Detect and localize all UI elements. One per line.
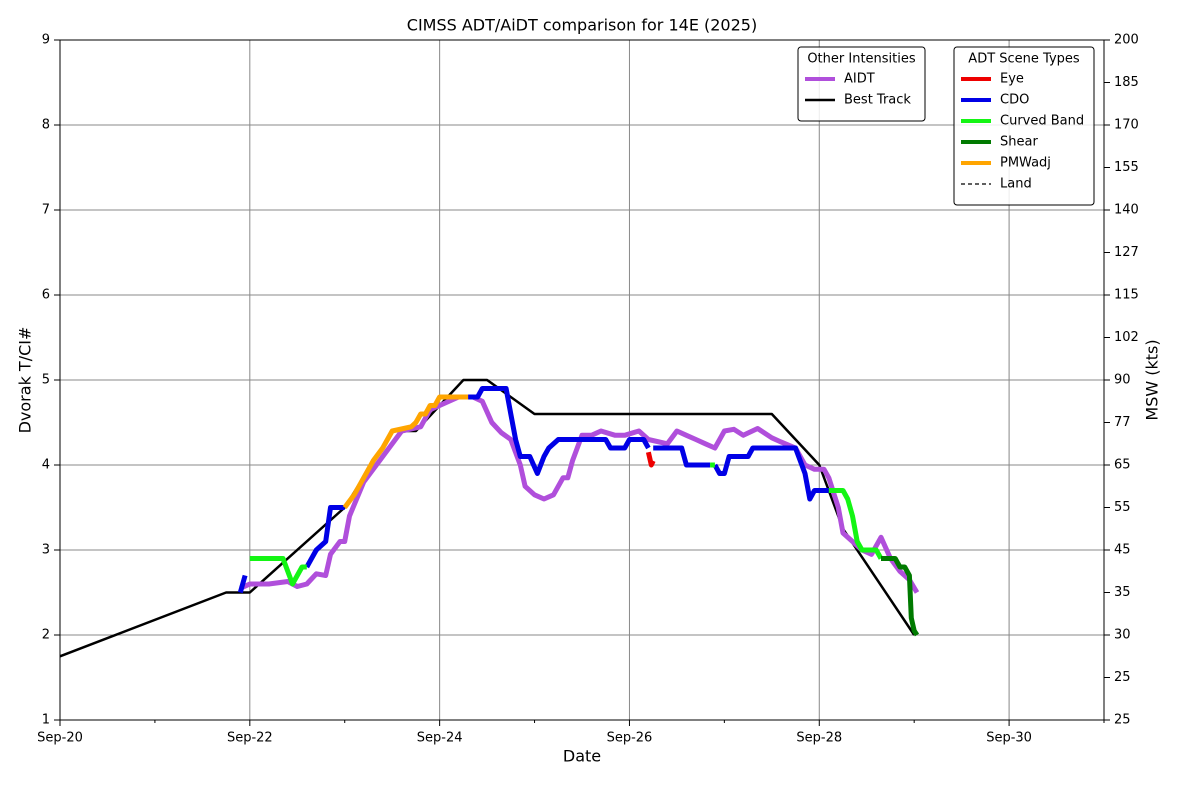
legend-label: Land [1000,177,1032,192]
y-tick-label: 6 [42,288,50,303]
x-tick-label: Sep-24 [417,731,463,746]
y2-tick-label: 45 [1114,543,1131,558]
y2-tick-label: 90 [1114,373,1131,388]
legend-label: Curved Band [1000,114,1084,129]
series-line [59,378,916,658]
y2-tick-label: 155 [1114,160,1139,175]
series-line [249,462,884,587]
chart-title: CIMSS ADT/AiDT comparison for 14E (2025) [407,16,757,35]
legend-label: Eye [1000,72,1024,87]
y-tick-label: 8 [42,118,50,133]
y2-tick-label: 65 [1114,458,1131,473]
x-tick-label: Sep-30 [986,731,1032,746]
y-axis-label: Dvorak T/CI# [16,327,35,434]
x-tick-label: Sep-20 [37,731,83,746]
y-tick-label: 5 [42,373,50,388]
legend-label: PMWadj [1000,156,1051,171]
x-tick-label: Sep-26 [607,731,653,746]
legend-title: ADT Scene Types [968,52,1080,67]
y2-tick-label: 55 [1114,500,1131,515]
y-tick-label: 2 [42,628,50,643]
legend-title: Other Intensities [807,52,916,67]
y2-tick-label: 127 [1114,245,1139,260]
x-axis-label: Date [563,747,601,766]
y2-tick-label: 25 [1114,713,1131,728]
y2-tick-label: 35 [1114,585,1131,600]
y2-tick-label: 140 [1114,203,1139,218]
x-tick-label: Sep-22 [227,731,273,746]
x-tick-label: Sep-28 [796,731,842,746]
y-tick-label: 9 [42,33,50,48]
y-tick-label: 4 [42,458,50,473]
y2-tick-label: 170 [1114,118,1139,133]
legend-label: Best Track [844,93,911,108]
y2-tick-label: 102 [1114,330,1139,345]
y-tick-label: 3 [42,543,50,558]
legend-box [797,46,926,122]
legend-label: CDO [1000,93,1029,108]
series-line [237,386,829,594]
plot-frame [59,39,1105,721]
legend-box [953,46,1095,206]
y2-tick-label: 185 [1114,75,1139,90]
series-line [645,451,656,468]
series-line [342,394,469,509]
y2-tick-label: 77 [1114,415,1131,430]
legend-label: Shear [1000,135,1038,150]
y2-tick-label: 30 [1114,628,1131,643]
series-line [239,394,920,594]
y2-tick-label: 25 [1114,670,1131,685]
y-tick-label: 7 [42,203,50,218]
series-line [881,556,920,637]
y2-tick-label: 200 [1114,33,1139,48]
y2-axis-label: MSW (kts) [1143,339,1162,420]
y-tick-label: 1 [42,713,50,728]
y2-tick-label: 115 [1114,288,1139,303]
legend-label: AIDT [844,72,875,87]
